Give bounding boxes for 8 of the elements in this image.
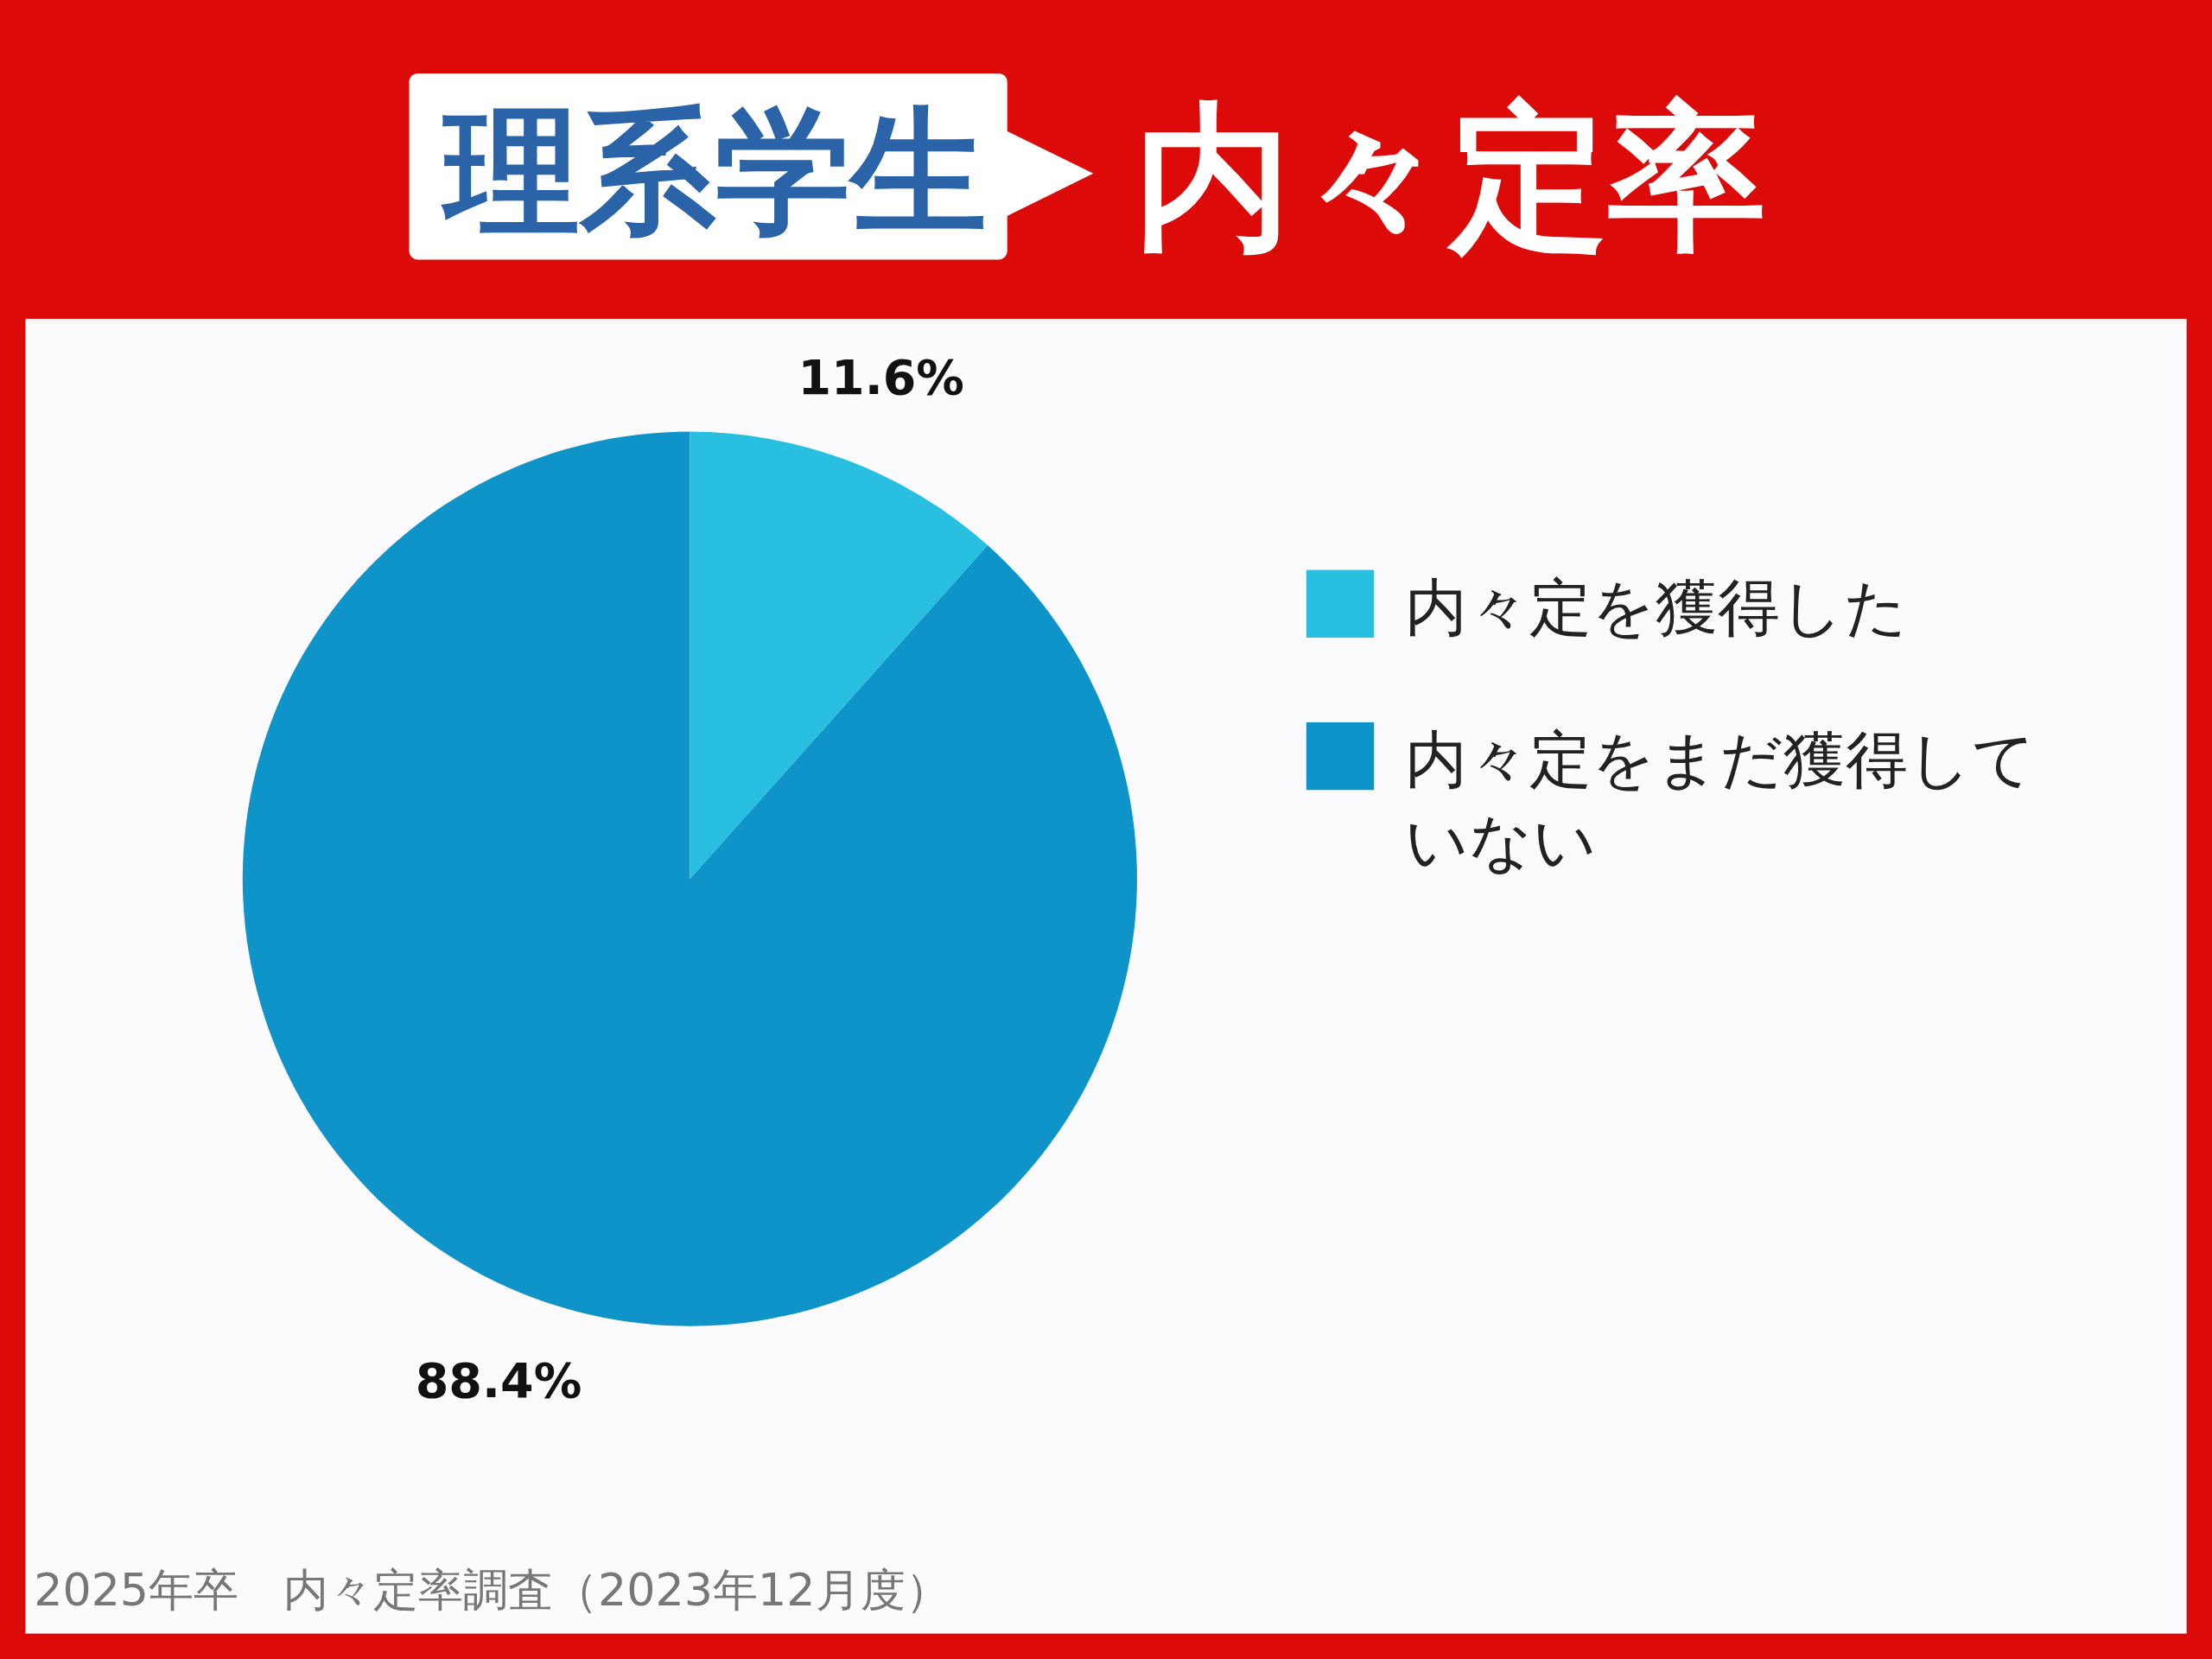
- data-label: 11.6%: [798, 349, 964, 406]
- legend-label: 内々定を獲得した: [1405, 571, 1909, 645]
- chart-title: 理系学生: [440, 93, 987, 251]
- chart-subtitle: 内々定率: [1134, 86, 1767, 270]
- data-label: 88.4%: [415, 1352, 582, 1409]
- title: 理系学生: [409, 73, 1094, 260]
- text: 2025年卒 内々定率調査（2023年12月度）: [34, 1563, 950, 1616]
- legend-label: 内々定をまだ獲得していない: [1405, 723, 2037, 879]
